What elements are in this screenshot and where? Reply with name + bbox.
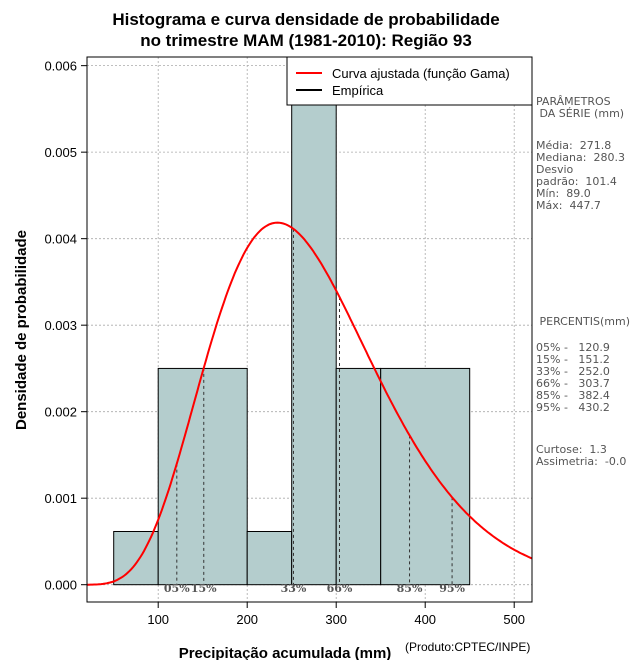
y-tick-label: 0.006 bbox=[44, 59, 77, 74]
y-tick-label: 0.004 bbox=[44, 232, 77, 247]
histogram-bar bbox=[335, 367, 382, 586]
chart-title-line-1: Histograma e curva densidade de probabil… bbox=[112, 10, 499, 29]
params-title: PARÂMETROS DA SÉRIE (mm) bbox=[536, 95, 625, 120]
percentis-title: PERCENTIS(mm) bbox=[536, 315, 630, 328]
y-tick-label: 0.000 bbox=[44, 578, 77, 593]
legend-box bbox=[286, 56, 533, 106]
percentis-values: 05% - 120.9 15% - 151.2 33% - 252.0 66% … bbox=[536, 341, 610, 414]
percentile-label: 15% bbox=[191, 582, 217, 595]
histogram-bar bbox=[380, 367, 471, 586]
gamma-fit-curve bbox=[87, 221, 532, 586]
histogram-bar bbox=[291, 57, 337, 586]
x-axis-label: Precipitação acumulada (mm) bbox=[179, 645, 392, 660]
x-tick-label: 200 bbox=[236, 612, 258, 627]
percentile-label: 05% bbox=[164, 582, 190, 595]
legend-label: Curva ajustada (função Gama) bbox=[332, 66, 510, 81]
product-credit: (Produto:CPTEC/INPE) bbox=[405, 640, 531, 654]
histogram-bar bbox=[157, 367, 248, 586]
percentile-label: 33% bbox=[281, 582, 307, 595]
stats-values: Curtose: 1.3 Assimetria: -0.0 bbox=[536, 443, 627, 468]
legend-label: Empírica bbox=[332, 83, 384, 98]
x-tick-label: 300 bbox=[325, 612, 347, 627]
y-axis-label: Densidade de probabilidade bbox=[13, 230, 30, 430]
y-tick-label: 0.002 bbox=[44, 405, 77, 420]
histogram-bar bbox=[113, 530, 159, 586]
percentile-label: 85% bbox=[397, 582, 423, 595]
y-tick-label: 0.001 bbox=[44, 491, 77, 506]
chart-title-line-2: no trimestre MAM (1981-2010): Região 93 bbox=[140, 31, 472, 50]
y-tick-label: 0.003 bbox=[44, 318, 77, 333]
x-tick-label: 500 bbox=[503, 612, 525, 627]
percentile-label: 95% bbox=[439, 582, 465, 595]
y-tick-label: 0.005 bbox=[44, 145, 77, 160]
x-tick-label: 400 bbox=[414, 612, 436, 627]
x-tick-label: 100 bbox=[147, 612, 169, 627]
params-values: Média: 271.8 Mediana: 280.3 Desvio padrã… bbox=[536, 139, 625, 212]
histogram-bar bbox=[246, 530, 293, 586]
percentile-label: 66% bbox=[327, 582, 353, 595]
